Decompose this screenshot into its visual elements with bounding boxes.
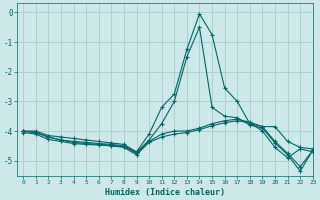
X-axis label: Humidex (Indice chaleur): Humidex (Indice chaleur) xyxy=(105,188,225,197)
